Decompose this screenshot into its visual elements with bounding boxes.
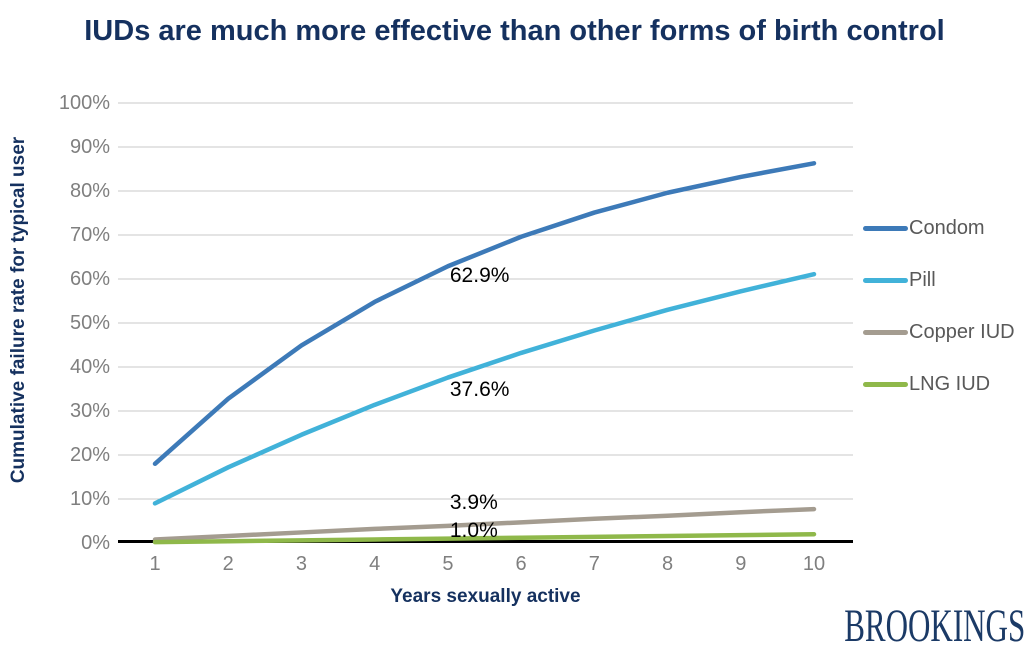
y-tick-label: 90% — [69, 136, 110, 158]
legend-line-swatch — [863, 330, 908, 336]
y-tick-label: 80% — [69, 180, 110, 202]
x-tick-label: 6 — [515, 553, 527, 575]
x-tick-label: 3 — [295, 553, 307, 575]
legend-label: Copper IUD — [909, 321, 1015, 344]
x-tick-label: 1 — [149, 553, 161, 575]
legend-item-pill: Pill — [863, 267, 936, 293]
series-line-copper-iud — [152, 506, 817, 542]
legend-item-copper-iud: Copper IUD — [863, 320, 1015, 346]
data-label-condom: 62.9% — [449, 264, 510, 288]
x-tick-label: 8 — [661, 553, 674, 575]
y-tick-label: 60% — [69, 268, 110, 290]
legend-label: LNG IUD — [909, 373, 991, 396]
chart-title: IUDs are much more effective than other … — [84, 15, 945, 47]
y-tick-label: 10% — [69, 488, 110, 510]
series-line-lng-iud — [152, 531, 817, 545]
y-tick-label: 30% — [69, 400, 110, 422]
legend-line-swatch — [863, 225, 908, 231]
x-tick-label: 2 — [222, 553, 234, 575]
legend-label: Pill — [909, 268, 936, 291]
x-axis-title: Years sexually active — [390, 586, 581, 607]
legend-line-swatch — [863, 382, 908, 388]
legend-item-lng-iud: LNG IUD — [863, 372, 990, 398]
y-tick-label: 40% — [69, 356, 110, 378]
legend-item-condom: Condom — [863, 215, 985, 241]
data-label-lng-iud: 1.0% — [449, 518, 498, 542]
y-tick-label: 0% — [81, 532, 110, 554]
x-tick-label: 4 — [369, 553, 381, 575]
x-tick-label: 5 — [442, 553, 454, 575]
x-tick-label: 7 — [588, 553, 600, 575]
series-line-pill — [152, 271, 817, 506]
brookings-logo: BROOKINGS — [844, 600, 1025, 652]
y-tick-label: 50% — [69, 312, 110, 334]
legend-label: Condom — [909, 216, 985, 239]
y-tick-label: 20% — [69, 444, 110, 466]
data-label-copper-iud: 3.9% — [449, 490, 498, 514]
legend-line-swatch — [863, 277, 908, 283]
data-label-pill: 37.6% — [449, 377, 510, 401]
series-line-condom — [152, 161, 817, 467]
x-tick-label: 10 — [802, 553, 826, 575]
y-tick-label: 70% — [69, 224, 110, 246]
y-tick-label: 100% — [58, 92, 110, 114]
x-tick-label: 9 — [735, 553, 747, 575]
